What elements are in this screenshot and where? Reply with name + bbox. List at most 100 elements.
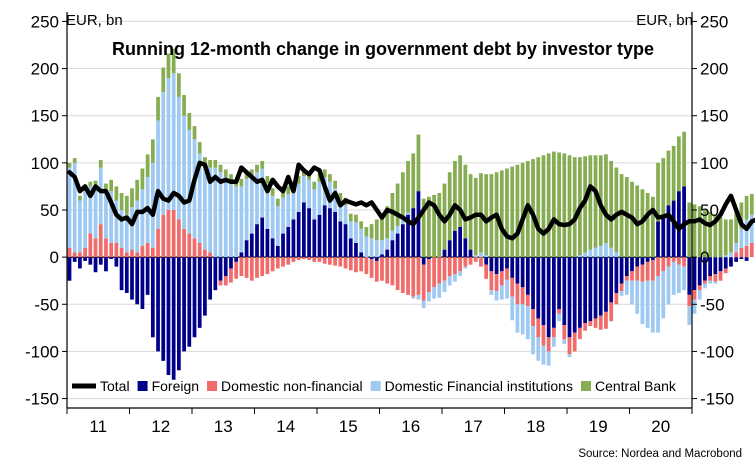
y-tick-left-label: -100 [25, 342, 59, 361]
bar-dnf [426, 259, 431, 293]
bar-dfi [635, 280, 640, 314]
bar-foreign [255, 224, 259, 258]
bar-dfi [364, 236, 369, 258]
bar-foreign [734, 257, 739, 262]
bar-dfi [301, 176, 306, 203]
bar-dnf [703, 280, 707, 284]
bar-dnf [98, 224, 103, 258]
bar-dnf [583, 323, 587, 331]
bar-foreign [640, 257, 645, 265]
bar-dnf [645, 261, 650, 281]
bar-dnf [78, 252, 82, 258]
bar-dnf [520, 287, 525, 305]
bar-dnf [109, 243, 114, 258]
x-tick-label: 12 [151, 417, 170, 436]
bar-foreign [494, 257, 499, 275]
bar-cb [682, 131, 686, 187]
bar-foreign [531, 257, 535, 309]
bar-foreign [218, 257, 223, 281]
bar-foreign [156, 257, 160, 352]
bar-foreign [260, 217, 265, 258]
bar-foreign [229, 257, 233, 269]
chart-title: Running 12-month change in government de… [112, 39, 654, 59]
bar-cb [744, 195, 749, 220]
bar-cb [421, 198, 426, 258]
bar-cb [447, 172, 452, 241]
bar-dfi [447, 276, 452, 286]
bar-cb [536, 157, 541, 258]
bar-dfi [437, 283, 442, 298]
bar-dnf [437, 257, 442, 284]
y-unit-right: EUR, bn [636, 12, 693, 29]
bar-dnf [187, 233, 192, 258]
bar-foreign [234, 257, 239, 262]
bar-dfi [281, 197, 285, 234]
bar-dfi [541, 345, 546, 365]
bar-dnf [421, 264, 426, 301]
bar-dfi [275, 206, 280, 246]
bar-cb [328, 174, 332, 182]
bar-dfi [182, 115, 186, 229]
y-tick-left-label: 50 [40, 201, 59, 220]
bar-dnf [223, 276, 228, 286]
bar-dnf [489, 271, 494, 291]
bar-dfi [223, 177, 228, 258]
bar-foreign [395, 233, 400, 258]
bar-dnf [67, 247, 72, 258]
bar-cb [437, 193, 442, 258]
bar-foreign [400, 224, 405, 258]
bar-dfi [551, 337, 556, 347]
bar-cb [604, 154, 608, 243]
y-tick-right-label: 150 [700, 107, 728, 126]
bar-dnf [354, 257, 358, 273]
x-tick-label: 19 [589, 417, 608, 436]
bar-dfi [682, 266, 686, 291]
bar-foreign [718, 257, 723, 272]
bar-dnf [619, 283, 624, 292]
bar-dfi [614, 252, 619, 258]
bar-foreign [343, 224, 348, 258]
bar-dfi [359, 228, 364, 253]
bar-dfi [291, 189, 296, 220]
source-note: Source: Nordea and Macrobond [578, 448, 742, 460]
bar-foreign [468, 249, 473, 258]
bar-dfi [135, 200, 140, 253]
bar-dnf [130, 249, 134, 258]
bar-dfi [98, 167, 103, 225]
y-tick-right-label: -150 [700, 390, 734, 409]
bar-dfi [661, 271, 666, 319]
bar-dfi [703, 283, 707, 289]
bar-dnf [734, 252, 739, 258]
bar-cb [192, 126, 197, 140]
bar-dnf [562, 325, 567, 340]
bar-dnf [604, 311, 608, 329]
bar-foreign [239, 252, 244, 258]
bar-cb [187, 112, 192, 130]
bar-dnf [494, 274, 499, 292]
bar-cb [666, 150, 671, 206]
bar-dnf [249, 257, 254, 281]
bar-foreign [406, 214, 410, 258]
bar-cb [119, 193, 124, 210]
bar-cb [218, 164, 223, 173]
bar-dfi [239, 186, 244, 253]
bar-foreign [536, 257, 541, 319]
bar-foreign [109, 257, 114, 260]
bar-foreign [390, 240, 395, 258]
bar-cb [166, 53, 171, 78]
bar-foreign [421, 257, 426, 265]
bar-dfi [270, 195, 275, 239]
bar-dnf [369, 259, 374, 278]
y-tick-left-label: 250 [31, 12, 59, 31]
bar-cb [541, 155, 546, 258]
bar-cb [546, 153, 551, 258]
bar-cb [249, 169, 254, 177]
bar-foreign [265, 228, 270, 258]
bar-dnf [661, 257, 666, 272]
y-tick-left-label: -50 [34, 295, 59, 314]
bar-dfi [744, 219, 749, 246]
bar-dnf [484, 264, 489, 279]
bar-dnf [609, 302, 614, 322]
bar-foreign [93, 257, 98, 273]
bar-dfi [234, 186, 239, 258]
